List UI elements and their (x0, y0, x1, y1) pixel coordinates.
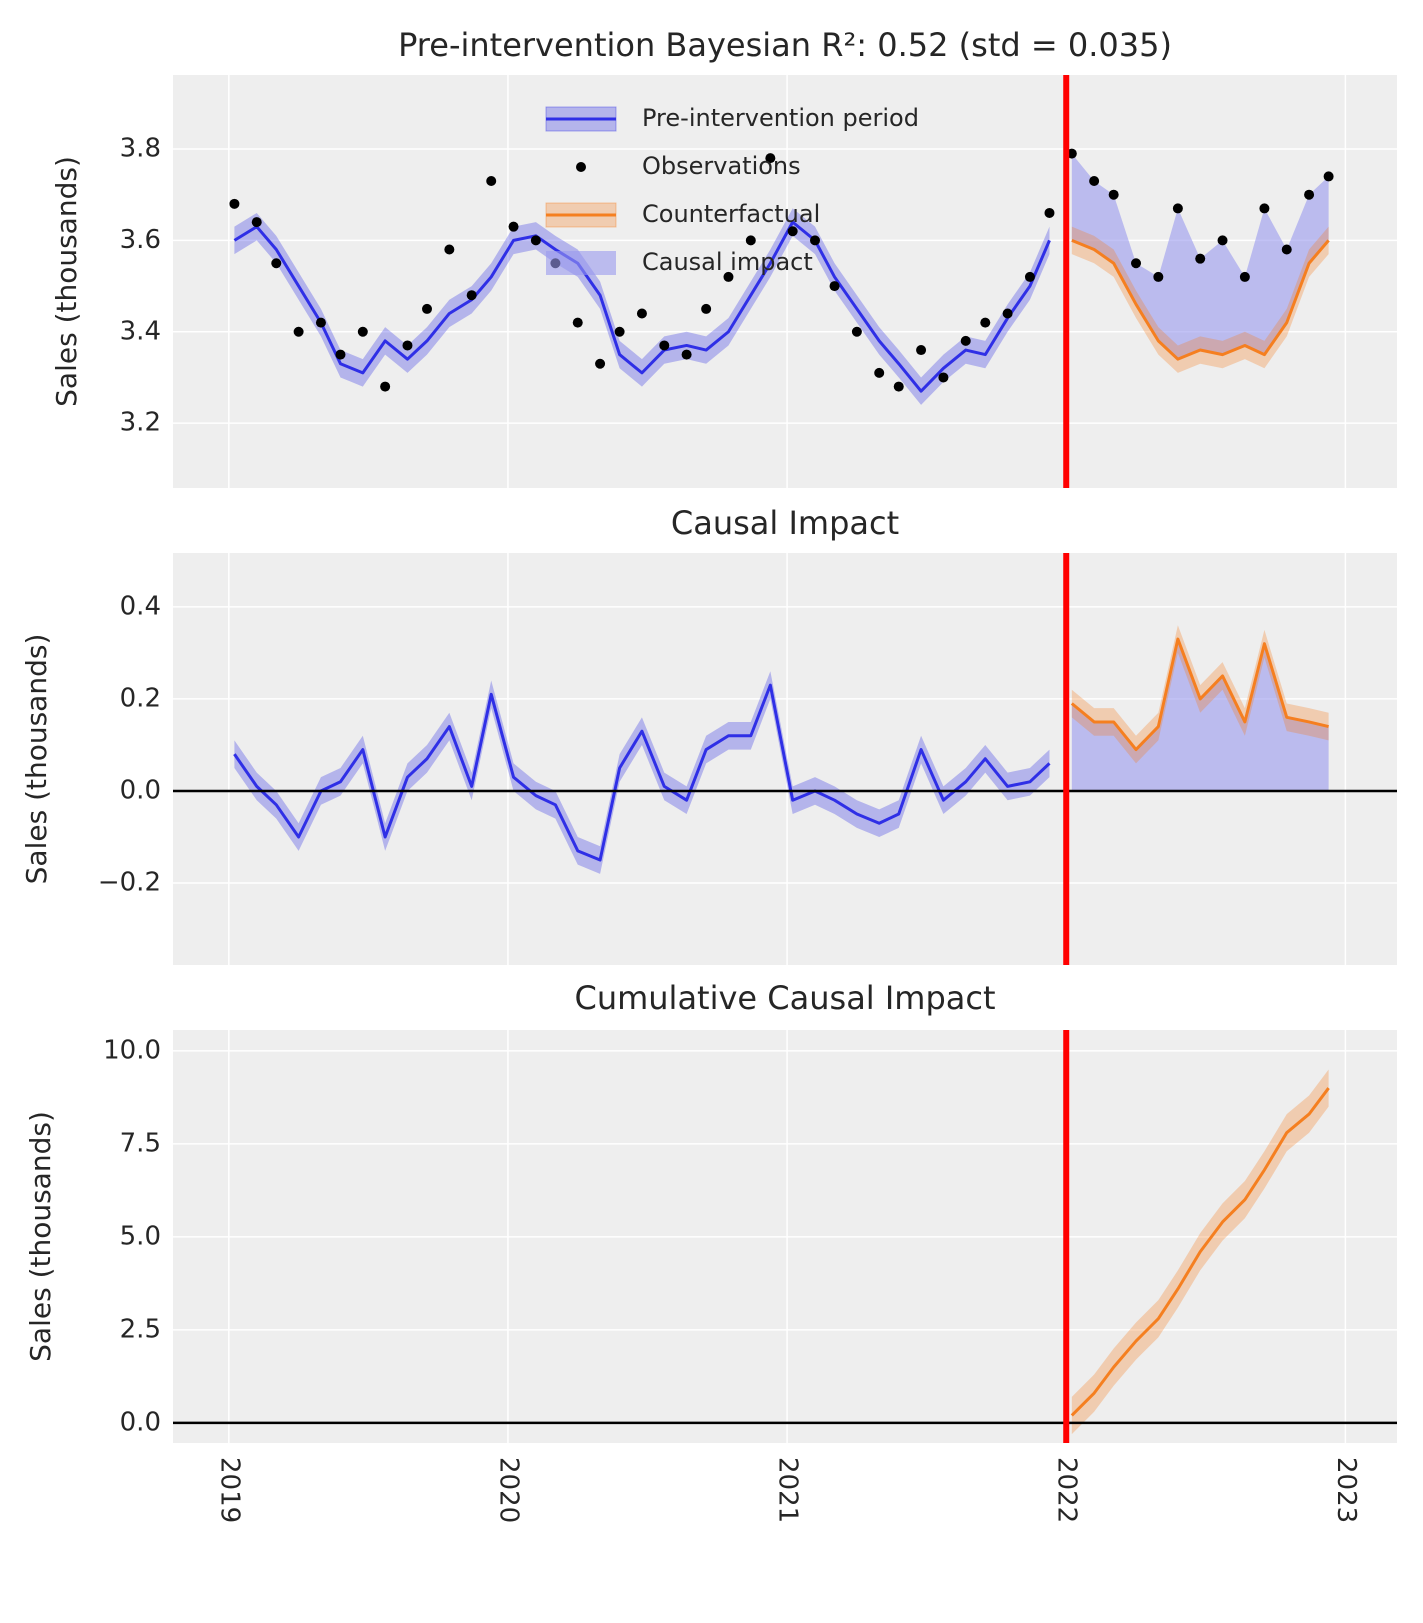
observation (595, 358, 606, 369)
series-line (1070, 1087, 1330, 1417)
x-tick-label: 2021 (773, 1457, 803, 1523)
y-tick-label: 0.0 (120, 1407, 161, 1437)
legend: Pre-intervention period Observations Count… (545, 104, 919, 276)
observation (745, 235, 756, 246)
legend-swatch (576, 162, 586, 172)
y-tick-label: 3.4 (120, 316, 161, 346)
observation (938, 372, 949, 383)
y-axis-label: Sales (thousands) (24, 1111, 57, 1362)
observation (380, 381, 391, 392)
observation (765, 153, 776, 164)
observation (508, 221, 519, 232)
plot-area (173, 625, 1397, 874)
observation (851, 326, 862, 337)
observation (335, 349, 346, 360)
observation (636, 308, 647, 319)
observation (271, 258, 282, 269)
y-tick-label: 3.2 (120, 408, 161, 438)
series-line (233, 220, 1051, 393)
y-tick-label: 3.8 (120, 134, 161, 164)
observation (980, 317, 991, 328)
chart-title: Cumulative Causal Impact (574, 979, 995, 1017)
observation (723, 271, 734, 282)
observation (1195, 253, 1206, 264)
observation (1153, 271, 1164, 282)
y-tick-label: 3.6 (120, 225, 161, 255)
observation (614, 326, 625, 337)
observation (960, 335, 971, 346)
observation (893, 381, 904, 392)
series-line (1070, 637, 1329, 752)
legend-label: Observations (642, 152, 801, 180)
observation (1304, 189, 1315, 200)
observation (701, 303, 712, 314)
observation (251, 217, 262, 228)
impact-area (1071, 153, 1329, 360)
y-axis-label: Sales (thousands) (20, 634, 53, 885)
plot-area (173, 1069, 1397, 1435)
y-tick-label: 0.0 (120, 775, 161, 805)
y-tick-label: 0.2 (120, 683, 161, 713)
observation (1002, 308, 1013, 319)
y-tick-label: 2.5 (120, 1314, 161, 1344)
observation (402, 340, 413, 351)
y-tick-label: 0.4 (120, 591, 161, 621)
x-tick-label: 2019 (214, 1457, 244, 1523)
observation (444, 244, 455, 255)
x-tick-label: 2022 (1052, 1457, 1082, 1523)
observation (486, 175, 497, 186)
observation (787, 226, 798, 237)
observation (681, 349, 692, 360)
observation (572, 317, 583, 328)
observation (810, 235, 821, 246)
observation (1281, 244, 1292, 255)
observation (315, 317, 326, 328)
x-tick-label: 2020 (493, 1457, 523, 1523)
x-tick-label: 2023 (1331, 1457, 1361, 1523)
y-tick-label: 5.0 (120, 1221, 161, 1251)
impact-area (1071, 639, 1329, 791)
observation (1108, 189, 1119, 200)
y-tick-label: −0.2 (98, 868, 161, 898)
observation (1089, 175, 1100, 186)
observation (293, 326, 304, 337)
chart-title: Causal Impact (671, 504, 899, 542)
plot-area (229, 148, 1334, 405)
y-tick-label: 10.0 (103, 1035, 161, 1065)
observation (1323, 171, 1334, 182)
observation (1044, 207, 1055, 218)
observation (229, 198, 240, 209)
hdi-band (1071, 226, 1329, 373)
legend-label: Causal impact (642, 248, 813, 276)
hdi-band (1071, 625, 1329, 764)
observation (874, 367, 885, 378)
observation (659, 340, 670, 351)
legend-label: Pre-intervention period (642, 104, 919, 132)
observation (1024, 271, 1035, 282)
panel: −0.2 0.0 0.2 0.4 Causal Impact Sales (thousan… (20, 504, 1397, 965)
observation (357, 326, 368, 337)
series-line (233, 683, 1051, 862)
observation (1259, 203, 1270, 214)
observation (1217, 235, 1228, 246)
panel: 0.0 2.5 5.0 7.5 10.0 2019 2020 2021 2022 2023 Cumu… (24, 979, 1397, 1523)
observation (1066, 148, 1077, 159)
panel: 3.2 3.4 3.6 3.8 Pre-intervention Bayesian R²… (50, 26, 1397, 488)
legend-swatch (546, 251, 616, 275)
y-axis-label: Sales (thousands) (50, 156, 83, 407)
observation (829, 281, 840, 292)
observation (466, 290, 477, 301)
observation (1131, 258, 1142, 269)
hdi-band (234, 208, 1050, 405)
observation (1239, 271, 1250, 282)
y-tick-label: 7.5 (120, 1128, 161, 1158)
chart-title: Pre-intervention Bayesian R²: 0.52 (std … (398, 26, 1172, 64)
observation (916, 345, 927, 356)
series-line (1071, 238, 1330, 361)
observation (422, 303, 433, 314)
observation (1172, 203, 1183, 214)
observation (530, 235, 541, 246)
legend-label: Counterfactual (642, 200, 820, 228)
